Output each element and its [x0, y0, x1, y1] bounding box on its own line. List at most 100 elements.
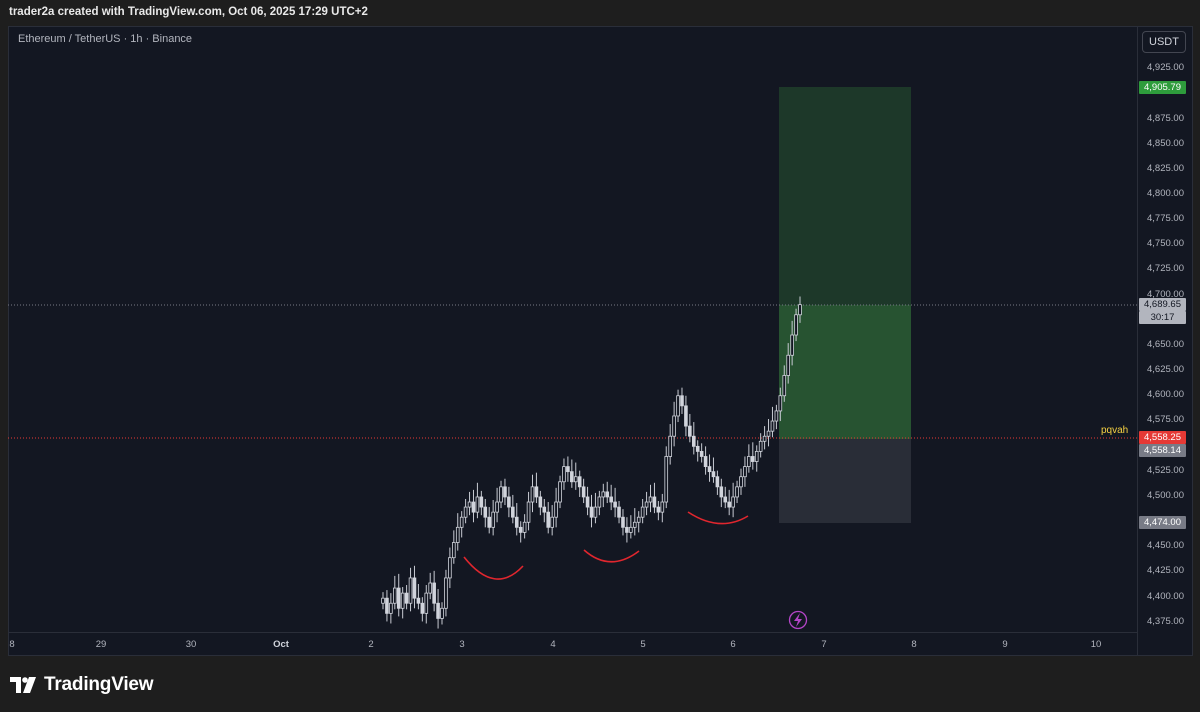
candle-body: [629, 526, 633, 533]
candle-body: [652, 496, 657, 508]
date-tick: 2: [368, 639, 374, 650]
price-tick: 4,825.00: [1147, 163, 1184, 174]
candle-body: [691, 435, 696, 447]
header-attribution: trader2a created with TradingView.com, O…: [9, 6, 368, 18]
entry-price-badge: 4,558.25: [1139, 431, 1186, 444]
price-tick: 4,800.00: [1147, 188, 1184, 199]
candle-body: [518, 526, 523, 533]
candle-body: [581, 486, 586, 498]
candle-body: [542, 506, 547, 513]
pqvah-label: pqvah: [1101, 425, 1128, 436]
price-tick: 4,775.00: [1147, 213, 1184, 224]
candle-body: [440, 607, 444, 619]
date-tick: 8: [911, 639, 917, 650]
candle-body: [573, 476, 578, 483]
currency-button[interactable]: USDT: [1142, 31, 1186, 53]
candle-body: [416, 597, 421, 604]
candle-body: [404, 592, 409, 604]
candle-body: [491, 511, 495, 528]
candle-body: [664, 456, 669, 503]
price-tick: 4,700.00: [1147, 289, 1184, 300]
candle-body: [483, 506, 488, 518]
candle-body: [731, 496, 735, 508]
candle-body: [770, 420, 775, 432]
candle-body: [526, 501, 531, 523]
candle-body: [577, 476, 582, 488]
symbol-title[interactable]: Ethereum / TetherUS · 1h · Binance: [18, 33, 193, 45]
candle-body: [534, 486, 539, 498]
candle-body: [735, 486, 739, 498]
tradingview-brand[interactable]: TradingView: [10, 673, 154, 697]
header-bar: trader2a created with TradingView.com, O…: [0, 0, 1200, 26]
candle-body: [778, 395, 783, 412]
candle-body: [546, 511, 551, 528]
candle-body: [727, 501, 731, 508]
price-tick: 4,625.00: [1147, 364, 1184, 375]
stop-price-badge: 4,474.00: [1139, 516, 1186, 529]
candle-body: [424, 592, 429, 614]
flash-icon[interactable]: [788, 610, 808, 630]
candle-body: [684, 405, 688, 427]
candle-body: [432, 582, 436, 604]
date-tick: 8: [9, 639, 15, 650]
candle-body: [558, 481, 562, 503]
candle-body: [495, 501, 499, 513]
profit-zone-filled: [779, 305, 911, 439]
candle-body: [455, 526, 460, 543]
date-tick: 9: [1002, 639, 1008, 650]
candle-body: [695, 445, 700, 452]
candle-body: [507, 496, 511, 508]
price-tick: 4,850.00: [1147, 138, 1184, 149]
candle-body: [463, 506, 468, 518]
price-tick: 4,725.00: [1147, 263, 1184, 274]
date-tick: 5: [640, 639, 646, 650]
candle-body: [593, 506, 598, 518]
price-axis-divider: [1137, 26, 1138, 656]
candle-body: [459, 516, 464, 528]
candle-body: [774, 410, 779, 422]
candle-body: [723, 496, 728, 503]
price-tick: 4,600.00: [1147, 389, 1184, 400]
candle-body: [381, 597, 385, 604]
line-price-badge: 4,558.14: [1139, 444, 1186, 457]
candle-body: [408, 577, 413, 604]
date-tick: 4: [550, 639, 556, 650]
candle-body: [747, 456, 751, 467]
candles-group: [381, 296, 802, 629]
candle-body: [436, 602, 440, 619]
candle-body: [703, 456, 708, 467]
candle-body: [621, 516, 625, 528]
date-tick: 7: [821, 639, 827, 650]
candle-body: [554, 501, 558, 518]
candle-body: [750, 456, 755, 462]
candle-body: [786, 354, 790, 376]
candle-body: [550, 516, 554, 528]
candle-body: [758, 440, 763, 452]
footer-brand-text: TradingView: [44, 674, 154, 695]
candle-body: [632, 521, 637, 528]
price-tick: 4,650.00: [1147, 339, 1184, 350]
candle-body: [589, 506, 594, 518]
candle-body: [420, 602, 425, 614]
chart-pane[interactable]: [8, 26, 1193, 656]
date-tick: 29: [95, 639, 107, 650]
date-tick-month: Oct: [273, 639, 289, 650]
candle-body: [585, 496, 590, 508]
candle-body: [719, 486, 724, 498]
footer-bar: [0, 656, 1200, 712]
candle-body: [680, 395, 684, 407]
price-tick: 4,425.00: [1147, 565, 1184, 576]
pattern-curve-middle: [583, 549, 640, 563]
candle-body: [617, 506, 621, 518]
candle-body: [668, 435, 672, 457]
candle-body: [389, 602, 393, 614]
candle-body: [644, 501, 649, 508]
candle-body: [672, 415, 676, 437]
price-tick: 4,450.00: [1147, 540, 1184, 551]
candle-body: [707, 466, 712, 473]
candle-body: [688, 425, 692, 437]
candle-body: [467, 501, 472, 508]
price-tick: 4,525.00: [1147, 465, 1184, 476]
candle-body: [711, 471, 716, 478]
